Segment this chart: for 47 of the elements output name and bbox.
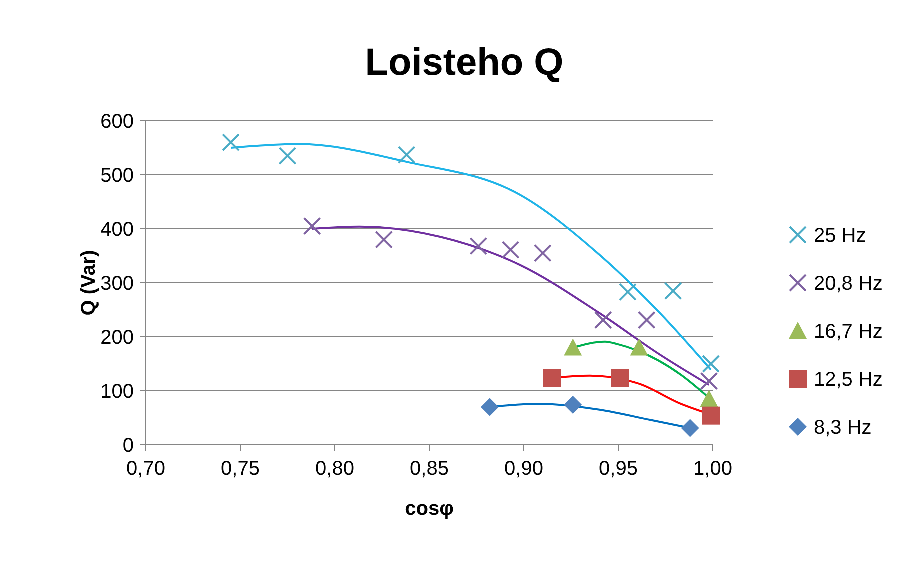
- x-tick-label: 0,75: [221, 458, 260, 480]
- point: [638, 311, 656, 330]
- x-tick-label: 0,80: [316, 458, 354, 480]
- point: [664, 282, 682, 300]
- line-series: [230, 143, 712, 371]
- point: [700, 390, 718, 408]
- point: [702, 406, 720, 425]
- legend-label: 25 Hz: [814, 225, 866, 247]
- y-tick-label: 500: [100, 165, 134, 187]
- point: [702, 355, 720, 373]
- chart-title: Loisteho Q: [365, 42, 564, 84]
- x-tick-label: 0,90: [504, 458, 544, 480]
- y-axis-title: Q (Var): [78, 250, 100, 316]
- y-tick-label: 100: [100, 381, 134, 403]
- point: [278, 147, 297, 166]
- legend-label: 16,7 Hz: [814, 321, 883, 343]
- point: [618, 283, 637, 302]
- x-tick-label: 0,70: [126, 458, 166, 480]
- x-tick-label: 0,85: [410, 458, 449, 480]
- point: [375, 230, 394, 249]
- legend-label: 12,5 Hz: [814, 369, 883, 391]
- point: [630, 338, 648, 356]
- point: [398, 146, 416, 164]
- legend-label: 20,8 Hz: [814, 273, 883, 295]
- point: [611, 369, 630, 388]
- point: [681, 419, 700, 438]
- point: [564, 338, 582, 356]
- point: [564, 396, 582, 414]
- y-tick-label: 600: [100, 111, 134, 133]
- point: [534, 244, 552, 262]
- y-tick-label: 400: [100, 219, 134, 241]
- line-series: [311, 226, 710, 386]
- point: [470, 237, 488, 256]
- y-tick-label: 300: [100, 273, 134, 295]
- point: [502, 241, 520, 260]
- point: [222, 134, 240, 152]
- y-tick-label: 200: [100, 327, 134, 349]
- x-tick-label: 0,95: [599, 458, 638, 480]
- point: [303, 217, 322, 236]
- legend-label: 8,3 Hz: [814, 417, 872, 439]
- point: [594, 311, 612, 330]
- point: [700, 372, 718, 390]
- x-axis-title: cosφ: [405, 498, 454, 520]
- point: [480, 398, 499, 416]
- x-tick-label: 1,00: [694, 458, 732, 480]
- y-tick-label: 0: [122, 435, 134, 457]
- point: [543, 369, 562, 388]
